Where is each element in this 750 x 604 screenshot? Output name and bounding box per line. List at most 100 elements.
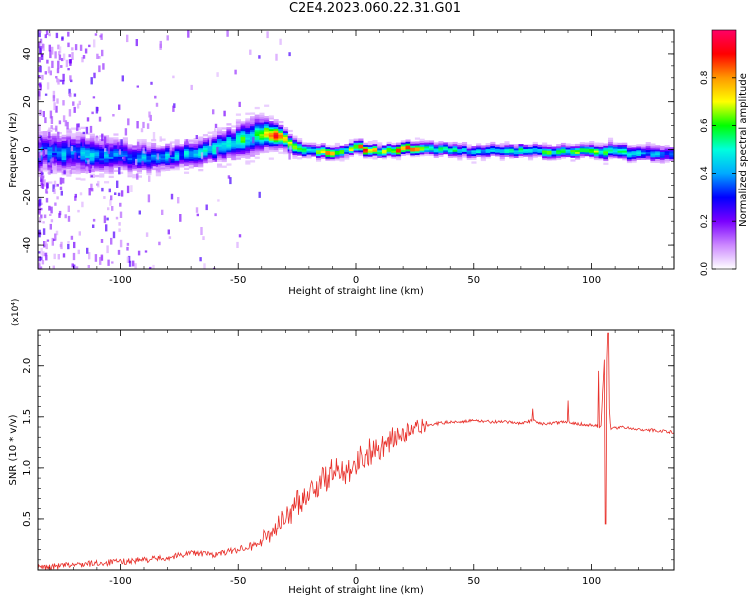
heatmap-cell <box>42 144 48 147</box>
heatmap-noise-cell <box>60 65 63 68</box>
heatmap-cell <box>132 162 138 165</box>
heatmap-cell <box>113 133 119 136</box>
heatmap-cell <box>523 148 529 151</box>
heatmap-cell <box>589 148 595 151</box>
heatmap-cell <box>136 164 142 167</box>
heatmap-noise-cell <box>69 59 72 64</box>
heatmap-noise-cell <box>87 159 90 165</box>
heatmap-cell <box>207 154 213 157</box>
heatmap-cell <box>316 151 322 155</box>
heatmap-cell <box>419 140 425 143</box>
heatmap-cell <box>363 144 369 147</box>
heatmap-noise-cell <box>106 245 109 254</box>
heatmap-noise-cell <box>85 166 89 174</box>
heatmap-cell <box>259 141 265 144</box>
heatmap-noise-cell <box>50 169 53 174</box>
heatmap-cell <box>80 126 86 129</box>
heatmap-cell <box>71 165 77 168</box>
heatmap-cell <box>485 150 491 153</box>
heatmap-cell <box>66 166 72 169</box>
heatmap-cell <box>405 143 411 146</box>
heatmap-cell <box>193 138 199 141</box>
heatmap-cell <box>108 175 114 178</box>
heatmap-cell <box>42 161 48 164</box>
heatmap-cell <box>273 141 279 145</box>
heatmap-noise-cell <box>40 171 43 179</box>
heatmap-cell <box>240 121 246 124</box>
heatmap-cell <box>42 146 48 149</box>
heatmap-cell <box>174 168 180 171</box>
heatmap-noise-cell <box>40 256 43 261</box>
heatmap-cell <box>217 138 223 141</box>
heatmap-cell <box>466 153 472 157</box>
heatmap-cell <box>245 141 251 144</box>
heatmap-cell <box>71 146 77 149</box>
heatmap-cell <box>188 145 194 148</box>
heatmap-cell <box>99 142 105 145</box>
heatmap-cell <box>268 115 274 118</box>
heatmap-cell <box>485 148 491 151</box>
heatmap-cell <box>66 170 72 173</box>
heatmap-cell <box>513 149 519 153</box>
heatmap-cell <box>259 137 265 140</box>
heatmap-cell <box>169 156 175 159</box>
heatmap-noise-cell <box>62 177 65 184</box>
heatmap-cell <box>424 147 430 151</box>
heatmap-cell <box>231 154 237 157</box>
heatmap-cell <box>146 163 152 166</box>
heatmap-cell <box>372 151 378 154</box>
heatmap-noise-cell <box>109 199 112 206</box>
heatmap-cell <box>141 144 147 148</box>
heatmap-cell <box>235 119 241 122</box>
heatmap-cell <box>480 147 486 150</box>
heatmap-noise-cell <box>48 205 51 211</box>
heatmap-cell <box>75 177 81 180</box>
heatmap-cell <box>66 130 72 133</box>
heatmap-cell <box>330 147 336 150</box>
heatmap-cell <box>631 160 637 163</box>
heatmap-cell <box>471 157 477 160</box>
heatmap-noise-cell <box>141 160 144 165</box>
heatmap-cell <box>61 140 67 143</box>
heatmap-cell <box>575 147 581 151</box>
heatmap-cell <box>254 114 260 117</box>
heatmap-noise-cell <box>64 120 68 127</box>
heatmap-cell <box>89 164 95 167</box>
heatmap-cell <box>278 147 284 151</box>
heatmap-cell <box>127 169 133 172</box>
heatmap-cell <box>414 149 420 152</box>
heatmap-cell <box>184 146 190 149</box>
heatmap-cell <box>184 167 190 170</box>
heatmap-cell <box>47 154 53 157</box>
heatmap-noise-cell <box>74 44 78 51</box>
heatmap-cell <box>264 119 270 123</box>
heatmap-noise-cell <box>54 233 57 241</box>
heatmap-cell <box>245 133 251 136</box>
heatmap-noise-cell <box>68 88 71 94</box>
heatmap-cell <box>264 127 270 130</box>
heatmap-cell <box>509 150 515 153</box>
heatmap-cell <box>268 134 274 137</box>
heatmap-cell <box>169 145 175 148</box>
heatmap-cell <box>235 128 241 132</box>
heatmap-cell <box>136 154 142 157</box>
heatmap-cell <box>570 151 576 154</box>
heatmap-noise-cell <box>150 162 153 169</box>
heatmap-cell <box>231 152 237 155</box>
heatmap-cell <box>617 150 623 153</box>
heatmap-noise-cell <box>48 170 51 175</box>
heatmap-cell <box>56 156 62 160</box>
heatmap-cell <box>99 169 105 172</box>
heatmap-noise-cell <box>79 192 83 196</box>
heatmap-cell <box>71 140 77 144</box>
heatmap-cell <box>71 142 77 146</box>
heatmap-cell <box>575 149 581 152</box>
heatmap-noise-cell <box>52 95 56 102</box>
heatmap-cell <box>278 132 284 135</box>
heatmap-cell <box>287 141 293 144</box>
heatmap-cell <box>504 141 510 144</box>
heatmap-cell <box>250 144 256 148</box>
heatmap-cell <box>231 156 237 159</box>
heatmap-noise-cell <box>45 243 48 250</box>
